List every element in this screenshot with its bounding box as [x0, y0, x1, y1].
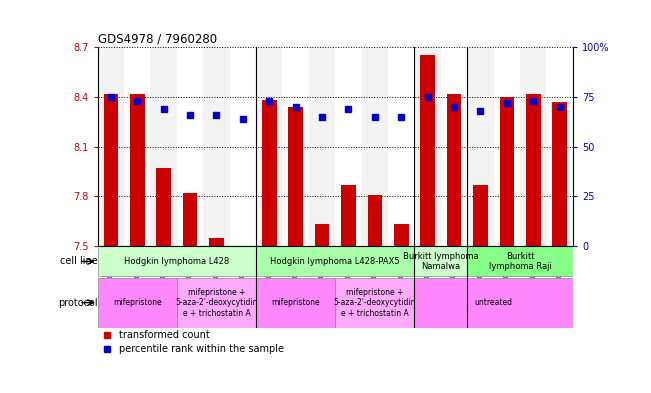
Bar — [98, 246, 256, 276]
Bar — [104, 94, 118, 246]
Text: Burkitt lymphoma
Namalwa: Burkitt lymphoma Namalwa — [403, 252, 478, 271]
Bar — [203, 47, 230, 246]
Bar — [315, 224, 329, 246]
Text: mifepristone: mifepristone — [271, 298, 320, 307]
Text: mifepristone +
5-aza-2'-deoxycytidin
e + trichostatin A: mifepristone + 5-aza-2'-deoxycytidin e +… — [175, 288, 258, 318]
Bar — [546, 47, 573, 246]
Bar — [309, 47, 335, 246]
Text: Hodgkin lymphoma L428-PAX5: Hodgkin lymphoma L428-PAX5 — [270, 257, 400, 266]
Bar — [98, 47, 124, 246]
Bar — [236, 246, 250, 266]
Bar — [473, 185, 488, 246]
Bar — [415, 47, 441, 246]
Bar — [230, 47, 256, 246]
Bar — [493, 47, 520, 246]
Bar — [288, 107, 303, 246]
Bar — [183, 193, 197, 246]
Bar — [177, 47, 203, 246]
Bar — [256, 246, 415, 276]
Bar — [177, 277, 256, 328]
Text: cell line: cell line — [60, 257, 98, 266]
Bar — [388, 47, 415, 246]
Bar — [341, 185, 355, 246]
Bar — [262, 100, 277, 246]
Bar — [150, 47, 177, 246]
Text: untreated: untreated — [475, 298, 513, 307]
Bar — [335, 47, 362, 246]
Bar — [362, 47, 388, 246]
Bar — [335, 277, 415, 328]
Text: protocol: protocol — [58, 298, 98, 308]
Text: transformed count: transformed count — [119, 330, 210, 340]
Bar — [368, 195, 382, 246]
Bar — [520, 47, 546, 246]
Bar — [98, 277, 177, 328]
Text: Hodgkin lymphoma L428: Hodgkin lymphoma L428 — [124, 257, 230, 266]
Bar — [124, 47, 150, 246]
Bar — [209, 237, 224, 246]
Bar — [394, 224, 409, 246]
Text: mifepristone +
5-aza-2'-deoxycytidin
e + trichostatin A: mifepristone + 5-aza-2'-deoxycytidin e +… — [333, 288, 416, 318]
Bar — [256, 277, 335, 328]
Bar — [130, 94, 145, 246]
Bar — [526, 94, 540, 246]
Text: Burkitt
lymphoma Raji: Burkitt lymphoma Raji — [489, 252, 551, 271]
Bar — [467, 47, 493, 246]
Bar — [421, 55, 435, 246]
Bar — [499, 97, 514, 246]
Bar — [467, 246, 573, 276]
Bar — [415, 246, 467, 276]
Text: percentile rank within the sample: percentile rank within the sample — [119, 343, 284, 354]
Bar — [441, 47, 467, 246]
Bar — [553, 102, 567, 246]
Text: mifepristone: mifepristone — [113, 298, 161, 307]
Bar — [156, 168, 171, 246]
Text: GDS4978 / 7960280: GDS4978 / 7960280 — [98, 33, 217, 46]
Bar — [283, 47, 309, 246]
Bar — [447, 94, 462, 246]
Bar — [415, 277, 573, 328]
Bar — [256, 47, 283, 246]
